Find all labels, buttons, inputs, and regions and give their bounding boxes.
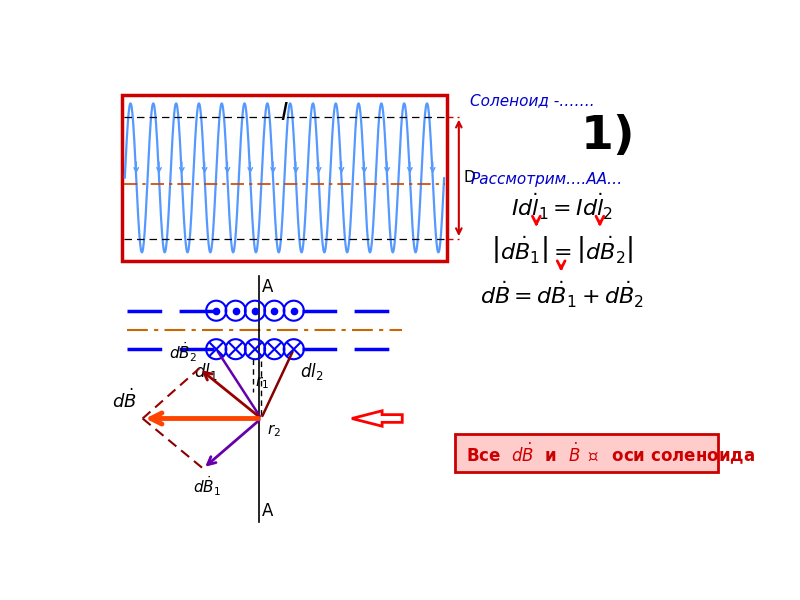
Text: $d\dot{B} = d\dot{B}_1 + d\dot{B}_2$: $d\dot{B} = d\dot{B}_1 + d\dot{B}_2$ [480,280,644,310]
Text: A: A [262,278,274,296]
Text: $\left|d\dot{B}_1\right| = \left|d\dot{B}_2\right|$: $\left|d\dot{B}_1\right| = \left|d\dot{B… [491,233,634,265]
Text: Все  $d\dot{B}$  и  $\dot{B}$ $\mathbf{\perp}$  оси соленоида: Все $d\dot{B}$ и $\dot{B}$ $\mathbf{\per… [466,440,754,466]
Text: $dl_1$: $dl_1$ [194,361,218,382]
Text: $r_2$: $r_2$ [267,422,282,439]
Text: $I$: $I$ [280,101,289,125]
Polygon shape [352,411,402,426]
Text: Соленоид -…….: Соленоид -……. [470,94,595,109]
Text: $dl_2$: $dl_2$ [300,361,323,382]
Text: D: D [463,170,475,185]
Text: A: A [262,502,274,520]
Bar [122,95,447,260]
Text: $d\dot{B}_1$: $d\dot{B}_1$ [193,475,221,499]
Text: Рассмотрим….АА…: Рассмотрим….АА… [470,172,622,187]
Text: $r_1$: $r_1$ [255,374,269,391]
Text: 1): 1) [581,115,635,160]
FancyBboxPatch shape [455,434,718,472]
Text: $Id\dot{l}_1 = Id\dot{l}_2$: $Id\dot{l}_1 = Id\dot{l}_2$ [510,191,613,222]
Text: $d\dot{B}_2$: $d\dot{B}_2$ [169,340,197,364]
Text: $d\dot{B}$: $d\dot{B}$ [112,389,137,412]
